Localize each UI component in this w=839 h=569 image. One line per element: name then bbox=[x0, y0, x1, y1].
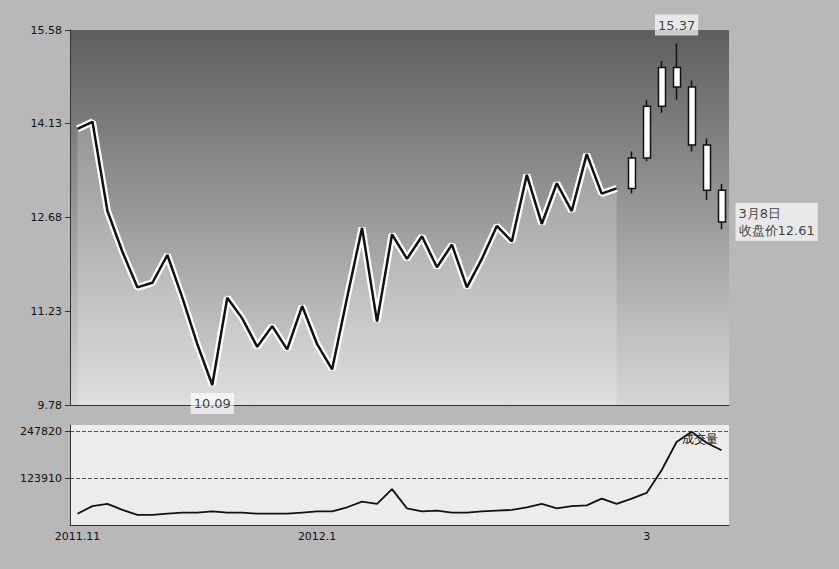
svg-text:15.58: 15.58 bbox=[31, 24, 63, 37]
svg-text:2011.11: 2011.11 bbox=[55, 530, 101, 543]
svg-text:123910: 123910 bbox=[20, 472, 62, 485]
svg-text:2012.1: 2012.1 bbox=[298, 530, 337, 543]
svg-text:10.09: 10.09 bbox=[194, 396, 231, 411]
svg-text:9.78: 9.78 bbox=[38, 399, 63, 412]
svg-text:3月8日: 3月8日 bbox=[739, 206, 782, 221]
svg-text:成交量: 成交量 bbox=[682, 432, 718, 446]
svg-text:247820: 247820 bbox=[20, 425, 62, 438]
svg-text:收盘价12.61: 收盘价12.61 bbox=[739, 223, 815, 238]
svg-text:14.13: 14.13 bbox=[31, 117, 63, 130]
svg-text:15.37: 15.37 bbox=[658, 18, 695, 33]
svg-text:3: 3 bbox=[643, 530, 650, 543]
svg-text:11.23: 11.23 bbox=[31, 305, 63, 318]
svg-text:12.68: 12.68 bbox=[31, 211, 63, 224]
